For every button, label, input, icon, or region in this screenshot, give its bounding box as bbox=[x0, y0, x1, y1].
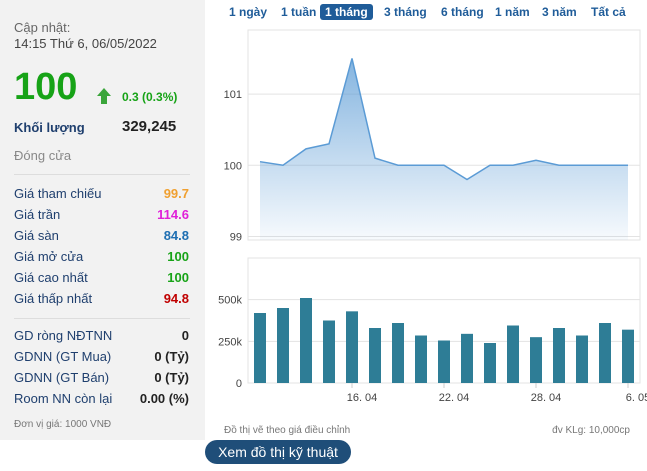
row-value: 100 bbox=[167, 249, 189, 264]
volume-bar bbox=[599, 323, 611, 383]
y-tick-label: 0 bbox=[236, 378, 242, 390]
volume-bar bbox=[415, 335, 427, 383]
range-tab[interactable]: 6 tháng bbox=[441, 5, 484, 19]
volume-bar bbox=[438, 340, 450, 383]
chart-note: đv KLg: 10,000cp bbox=[552, 425, 630, 436]
plot-area bbox=[247, 29, 641, 241]
row-label: Giá sàn bbox=[14, 228, 59, 243]
price-line bbox=[259, 58, 628, 181]
unit-note: Đơn vị giá: 1000 VNĐ bbox=[14, 419, 112, 430]
volume-bar bbox=[254, 313, 266, 383]
x-tick-label: 16. 04 bbox=[347, 392, 378, 404]
x-tick-label: 28. 04 bbox=[531, 392, 562, 404]
foreign-value: 0 (Tỷ) bbox=[154, 349, 189, 364]
y-tick-label: 500k bbox=[218, 295, 242, 307]
volume-bar bbox=[576, 335, 588, 383]
range-tab[interactable]: Tất cả bbox=[591, 5, 626, 19]
foreign-value: 0.00 (%) bbox=[139, 391, 189, 406]
volume-label: Khối lượng bbox=[14, 120, 85, 135]
range-tab[interactable]: 1 tuần bbox=[281, 5, 317, 19]
range-tab[interactable]: 3 tháng bbox=[384, 5, 427, 19]
update-time: 14:15 Thứ 6, 06/05/2022 bbox=[14, 36, 157, 51]
status: Đóng cửa bbox=[14, 148, 72, 163]
row-value: 114.6 bbox=[157, 207, 189, 222]
row-label: Giá trần bbox=[14, 207, 61, 222]
volume-bar bbox=[622, 329, 634, 383]
foreign-label: GD ròng NĐTNN bbox=[14, 328, 113, 343]
volume-bar bbox=[277, 308, 289, 383]
range-tab[interactable]: 1 năm bbox=[495, 5, 530, 19]
volume-bar bbox=[346, 311, 358, 383]
foreign-value: 0 bbox=[181, 328, 189, 343]
row-value: 99.7 bbox=[163, 186, 189, 201]
volume-bar bbox=[553, 328, 565, 383]
row-value: 84.8 bbox=[163, 228, 189, 243]
plot-area bbox=[247, 257, 641, 384]
row-label: Giá thấp nhất bbox=[14, 291, 93, 306]
y-tick-label: 250k bbox=[218, 336, 242, 348]
x-tick-label: 22. 04 bbox=[439, 392, 470, 404]
foreign-label: GDNN (GT Mua) bbox=[14, 349, 112, 364]
y-tick-label: 100 bbox=[224, 160, 242, 172]
info-panel: Cập nhật: 14:15 Thứ 6, 06/05/2022 100 0.… bbox=[0, 0, 205, 440]
row-value: 94.8 bbox=[163, 291, 189, 306]
y-tick-label: 99 bbox=[230, 231, 242, 243]
y-tick-label: 101 bbox=[224, 89, 242, 101]
row-value: 100 bbox=[167, 270, 189, 285]
volume-bar bbox=[461, 333, 473, 383]
chart-note: Đồ thị vẽ theo giá điều chỉnh bbox=[224, 424, 350, 436]
foreign-label: GDNN (GT Bán) bbox=[14, 370, 110, 385]
volume-bar bbox=[530, 337, 542, 383]
update-label: Cập nhật: bbox=[14, 20, 71, 35]
volume-bar bbox=[300, 298, 312, 383]
price: 100 bbox=[14, 66, 78, 108]
volume-bar bbox=[369, 328, 381, 383]
volume-bar bbox=[484, 343, 496, 383]
volume-bar bbox=[323, 320, 335, 383]
range-tab[interactable]: 1 ngày bbox=[229, 5, 268, 19]
volume-bar bbox=[392, 323, 404, 383]
price-change: 0.3 (0.3%) bbox=[122, 90, 178, 104]
x-tick-label: 6. 05 bbox=[626, 392, 647, 404]
volume: 329,245 bbox=[122, 118, 177, 135]
row-label: Giá cao nhất bbox=[14, 270, 88, 285]
foreign-value: 0 (Tỷ) bbox=[154, 370, 189, 385]
up-arrow bbox=[97, 88, 111, 104]
row-label: Giá mở cửa bbox=[14, 249, 84, 264]
volume-bar bbox=[507, 325, 519, 383]
price-area bbox=[260, 58, 628, 240]
foreign-label: Room NN còn lại bbox=[14, 391, 113, 406]
range-tab[interactable]: 1 tháng bbox=[320, 4, 373, 20]
technical-chart-button[interactable]: Xem đồ thị kỹ thuật bbox=[205, 440, 351, 464]
range-tab[interactable]: 3 năm bbox=[542, 5, 577, 19]
row-label: Giá tham chiếu bbox=[14, 186, 102, 201]
